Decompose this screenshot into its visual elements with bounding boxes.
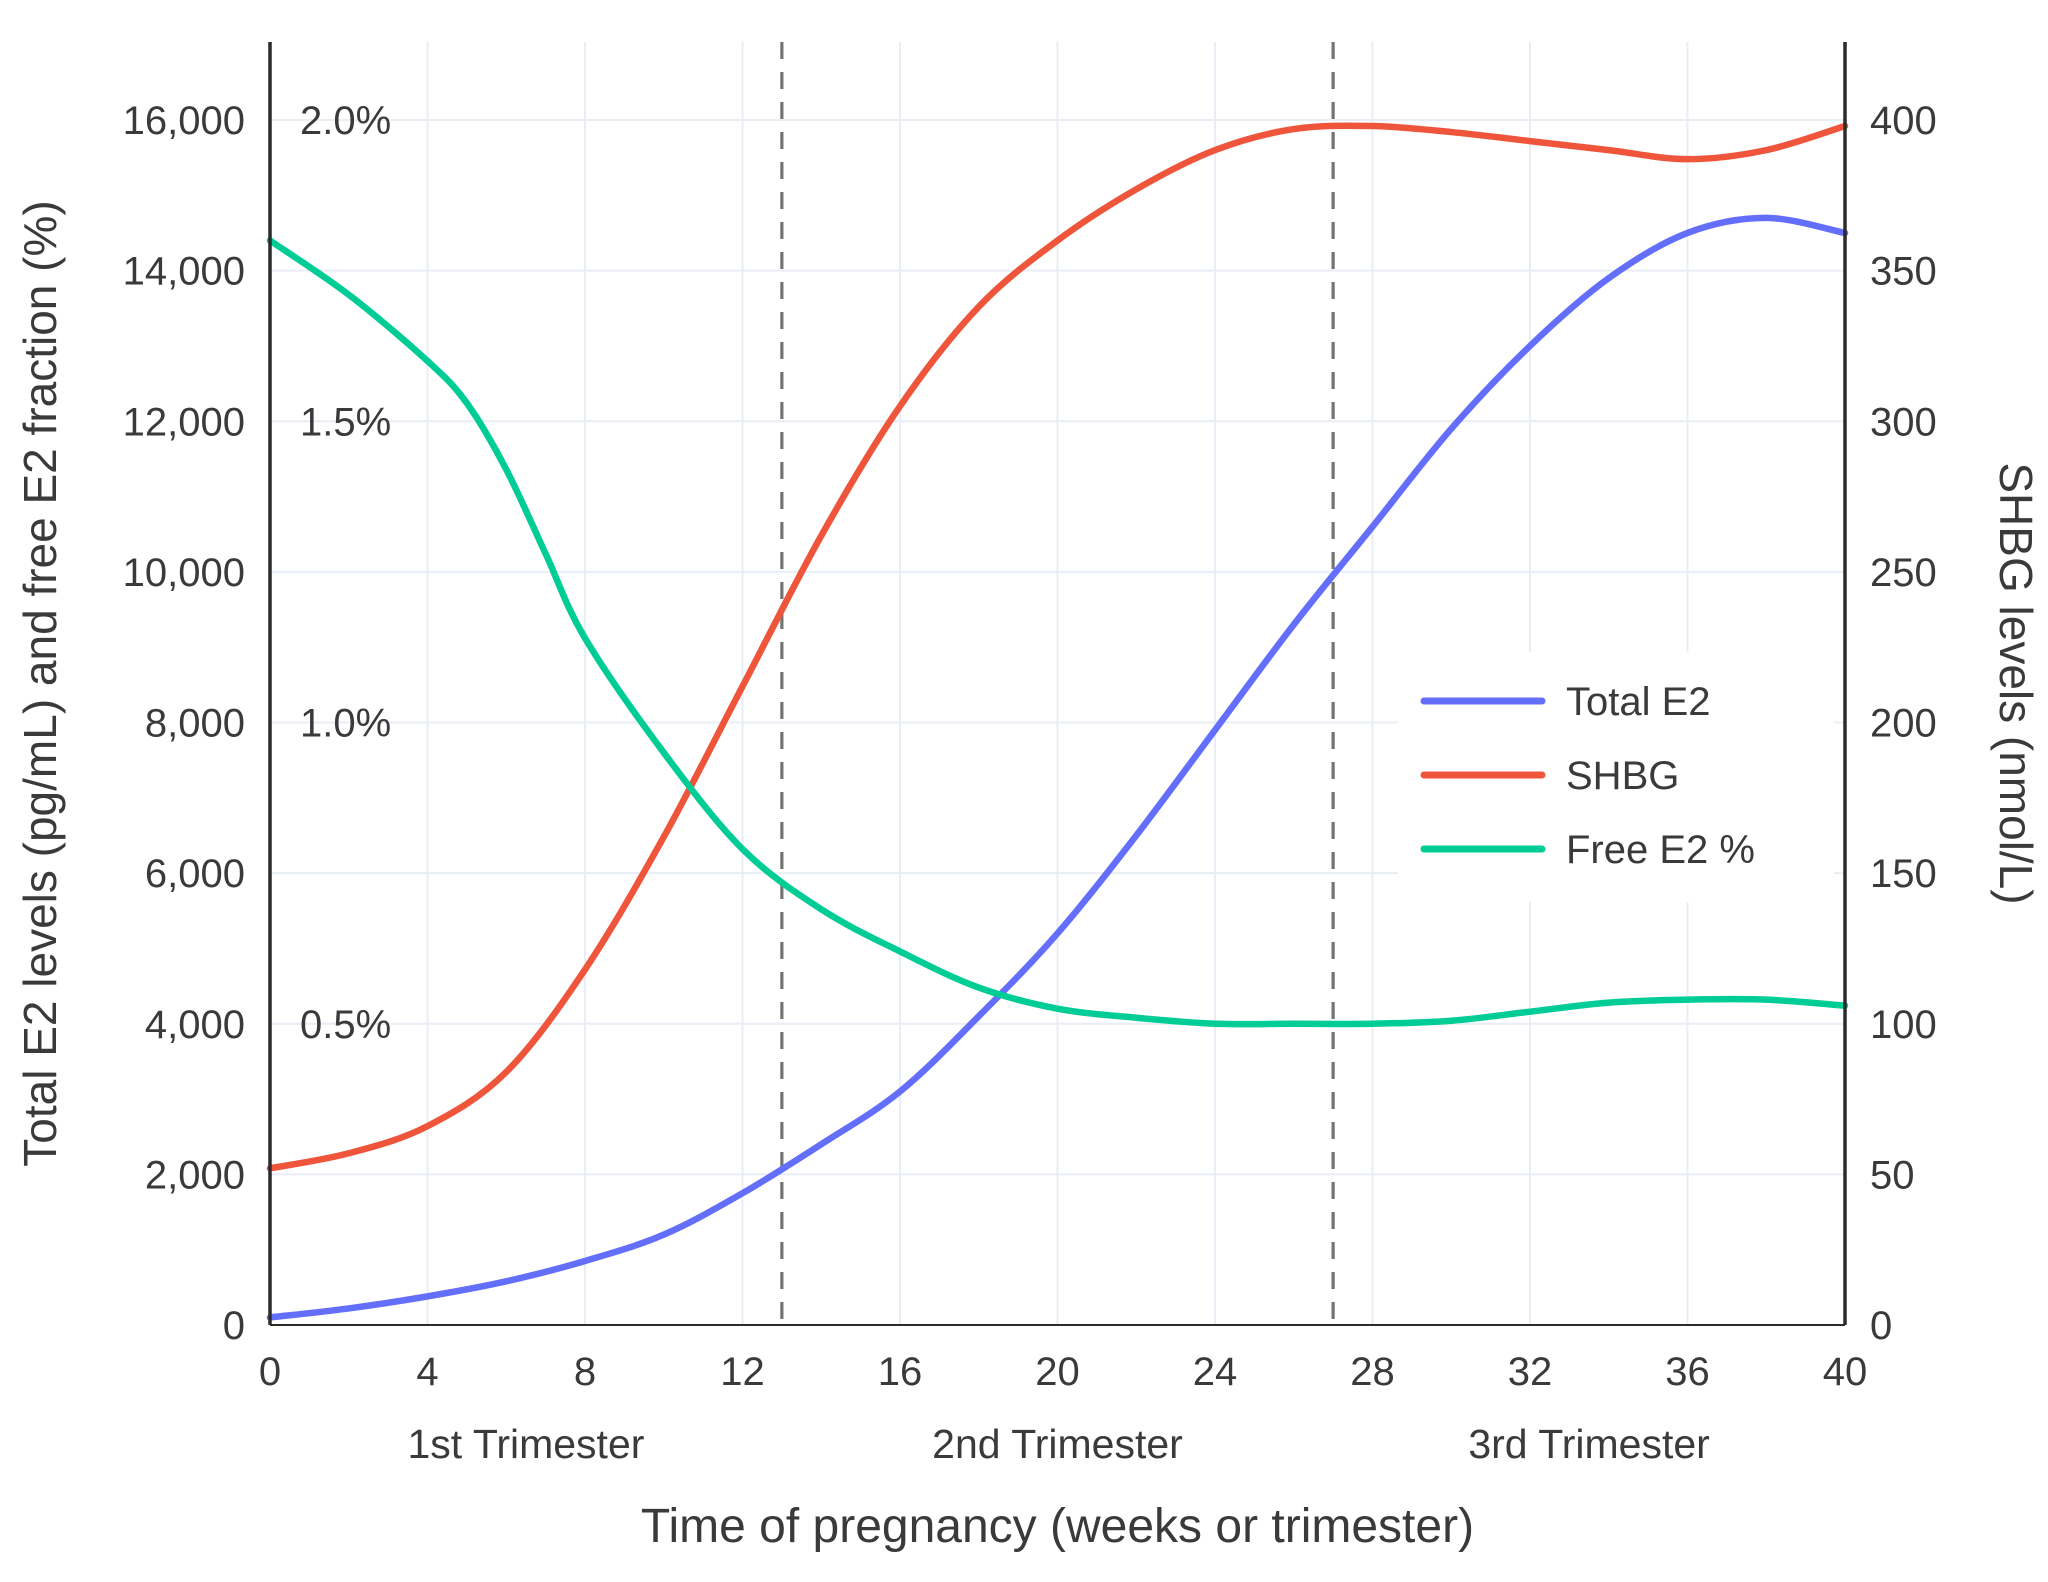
right-tick-label-400: 400 (1870, 99, 1937, 143)
legend-label-shbg: SHBG (1566, 754, 1679, 798)
left-axis-title: Total E2 levels (pg/mL) and free E2 frac… (14, 200, 66, 1166)
x-tick-label-24: 24 (1193, 1350, 1238, 1394)
axis-spines (268, 42, 1847, 1326)
legend-label-free-e2: Free E2 % (1566, 828, 1755, 872)
left-tick-label-4000: 4,000 (145, 1003, 245, 1047)
right-tick-label-350: 350 (1870, 250, 1937, 294)
legend: Total E2 SHBG Free E2 % (1398, 652, 1834, 902)
percent-tick-label: 2.0% (300, 99, 391, 143)
x-tick-label-20: 20 (1035, 1350, 1080, 1394)
legend-label-total-e2: Total E2 (1566, 680, 1711, 724)
series-line-free-e2 (266, 237, 1849, 1028)
gridlines (270, 42, 1845, 1325)
right-tick-label-300: 300 (1870, 400, 1937, 444)
x-tick-label-12: 12 (720, 1350, 765, 1394)
right-tick-label-100: 100 (1870, 1003, 1937, 1047)
right-axis-title: SHBG levels (nmol/L) (1990, 462, 2042, 904)
series-total-e2 (266, 214, 1849, 1321)
trimester-label-3rd-trimester: 3rd Trimester (1468, 1421, 1710, 1467)
x-tick-label-36: 36 (1665, 1350, 1710, 1394)
x-tick-label-8: 8 (574, 1350, 596, 1394)
left-axis-tick-labels: 0 2,000 4,000 6,000 8,000 10,000 12,000 14,000 1… (123, 99, 245, 1348)
trimester-boundary-lines (780, 42, 1335, 1325)
left-tick-label-12000: 12,000 (123, 400, 245, 444)
x-axis-tick-labels: 0 4 8 12 16 20 24 28 32 36 40 (259, 1350, 1867, 1394)
right-axis-tick-labels: 0 50 100 150 200 250 300 350 400 (1870, 99, 1937, 1348)
right-tick-label-200: 200 (1870, 702, 1937, 746)
percent-tick-label: 1.5% (300, 400, 391, 444)
left-tick-label-0: 0 (223, 1304, 245, 1348)
x-tick-label-0: 0 (259, 1350, 281, 1394)
x-tick-label-4: 4 (416, 1350, 438, 1394)
right-tick-label-250: 250 (1870, 551, 1937, 595)
percent-tick-label: 1.0% (300, 702, 391, 746)
x-axis-title: Time of pregnancy (weeks or trimester) (641, 1500, 1474, 1553)
x-tick-label-32: 32 (1508, 1350, 1553, 1394)
left-tick-label-14000: 14,000 (123, 250, 245, 294)
right-tick-label-50: 50 (1870, 1153, 1915, 1197)
x-tick-label-28: 28 (1350, 1350, 1395, 1394)
percent-tick-labels: 2.0% 1.5% 1.0% 0.5% (300, 99, 391, 1047)
percent-tick-label: 0.5% (300, 1003, 391, 1047)
series-shbg (266, 122, 1849, 1172)
left-tick-label-8000: 8,000 (145, 702, 245, 746)
x-tick-label-40: 40 (1823, 1350, 1868, 1394)
left-tick-label-10000: 10,000 (123, 551, 245, 595)
trimester-label-2nd-trimester: 2nd Trimester (932, 1421, 1183, 1467)
series-line-total-e2 (266, 214, 1849, 1321)
x-tick-label-16: 16 (878, 1350, 923, 1394)
left-tick-label-2000: 2,000 (145, 1153, 245, 1197)
trimester-label-1st-trimester: 1st Trimester (407, 1421, 644, 1467)
trimester-labels: 1st Trimester 2nd Trimester 3rd Trimester (407, 1421, 1709, 1467)
left-tick-label-16000: 16,000 (123, 99, 245, 143)
right-tick-label-150: 150 (1870, 852, 1937, 896)
right-tick-label-0: 0 (1870, 1304, 1892, 1348)
left-tick-label-6000: 6,000 (145, 852, 245, 896)
series-free-e2 (266, 237, 1849, 1028)
series-line-shbg (266, 122, 1849, 1172)
